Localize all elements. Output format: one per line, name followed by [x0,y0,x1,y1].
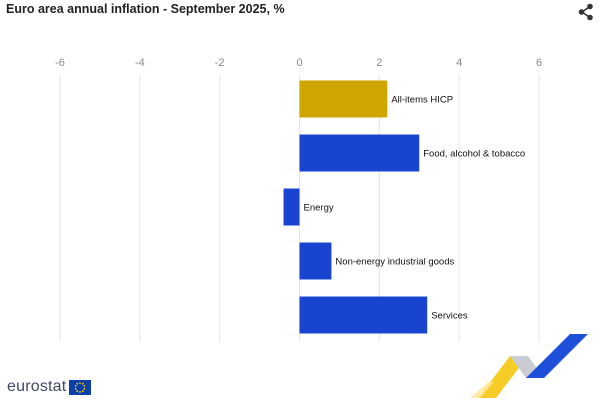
eurostat-logo[interactable]: eurostat [7,377,92,397]
bar-category-label: All-items HICP [391,95,453,106]
bar[interactable] [283,188,300,226]
chart-title: Euro area annual inflation - September 2… [6,2,285,16]
eu-flag-icon [69,379,92,395]
bar[interactable] [299,134,420,172]
bar[interactable] [299,296,428,334]
bar-category-label: Services [431,311,468,322]
x-tick-label: 4 [456,57,462,69]
x-tick-label: -6 [55,57,65,69]
x-tick-label: 2 [376,57,382,69]
bar[interactable] [299,242,332,280]
bar-category-label: Food, alcohol & tobacco [423,149,525,160]
x-tick-label: -2 [215,57,225,69]
share-button[interactable] [576,2,596,22]
bar-category-label: Energy [304,203,334,214]
bar[interactable] [299,80,388,118]
share-icon [578,3,593,21]
x-tick-label: 6 [536,57,542,69]
bar-category-label: Non-energy industrial goods [335,257,454,268]
x-tick-label: 0 [296,57,302,69]
logo-text: eurostat [7,378,67,395]
bars [283,80,428,334]
bar-labels: All-items HICP Food, alcohol & tobacco Ene… [304,95,526,322]
decorative-ribbon [470,334,588,398]
x-axis-ticks: -6 -4 -2 0 2 4 6 [55,57,542,69]
x-tick-label: -4 [135,57,145,69]
